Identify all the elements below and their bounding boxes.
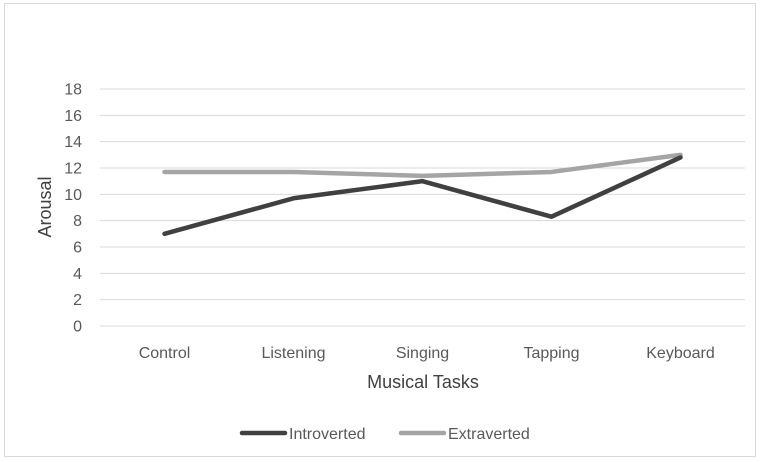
- y-axis-ticks: 0 2 4 6 8 10 12 14 16 18: [64, 82, 82, 336]
- y-axis-title: Arousal: [35, 176, 55, 237]
- y-tick-label: 2: [73, 292, 82, 309]
- chart-frame: [4, 3, 756, 457]
- y-tick-label: 10: [64, 187, 82, 204]
- x-tick-label: Tapping: [523, 345, 579, 362]
- x-tick-label: Keyboard: [646, 345, 715, 362]
- y-tick-label: 8: [73, 213, 82, 230]
- y-tick-label: 4: [73, 266, 82, 283]
- series-lines: [162, 152, 683, 237]
- y-tick-label: 16: [64, 108, 82, 125]
- y-tick-label: 18: [64, 82, 82, 99]
- y-tick-label: 0: [73, 319, 82, 336]
- x-tick-label: Listening: [261, 345, 325, 362]
- x-tick-label: Singing: [396, 345, 449, 362]
- series-line-extraverted: [162, 152, 683, 179]
- y-tick-label: 6: [73, 240, 82, 257]
- x-axis-title: Musical Tasks: [367, 372, 479, 392]
- series-line-introverted: [162, 155, 683, 237]
- legend: Introverted Extraverted: [239, 426, 530, 443]
- y-tick-label: 14: [64, 134, 82, 151]
- x-tick-label: Control: [139, 345, 191, 362]
- legend-label-introverted: Introverted: [289, 426, 365, 443]
- x-axis-ticks: Control Listening Singing Tapping Keyboard: [139, 345, 715, 362]
- legend-label-extraverted: Extraverted: [448, 426, 530, 443]
- gridlines: [100, 88, 745, 327]
- y-tick-label: 12: [64, 161, 82, 178]
